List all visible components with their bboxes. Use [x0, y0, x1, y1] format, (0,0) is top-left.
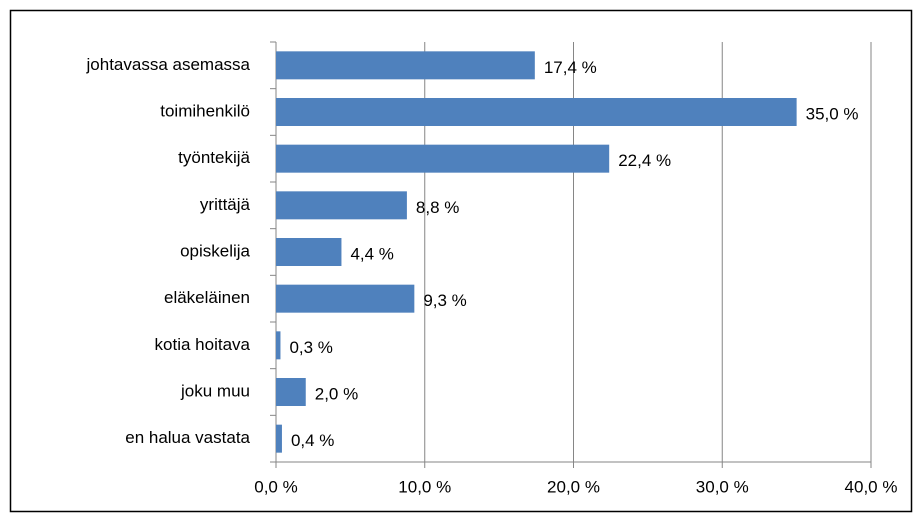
value-label: 2,0 %	[315, 384, 358, 403]
bar	[276, 331, 281, 360]
x-tick-label: 0,0 %	[254, 477, 297, 496]
y-tick-label: kotia hoitava	[155, 335, 251, 354]
x-tick-label: 40,0 %	[845, 477, 898, 496]
bar	[276, 238, 342, 266]
y-tick-label: en halua vastata	[125, 428, 250, 447]
x-tick-label: 20,0 %	[547, 477, 600, 496]
value-label: 9,3 %	[423, 291, 466, 310]
value-label: 8,8 %	[416, 198, 459, 217]
bar	[276, 51, 535, 80]
y-tick-label: yrittäjä	[200, 195, 251, 214]
value-label: 17,4 %	[544, 58, 597, 77]
value-label: 0,3 %	[289, 338, 332, 357]
y-tick-label: joku muu	[180, 381, 250, 400]
bar	[276, 191, 407, 220]
bar	[276, 284, 415, 313]
x-tick-label: 10,0 %	[398, 477, 451, 496]
value-label: 22,4 %	[618, 151, 671, 170]
y-tick-label: johtavassa asemassa	[86, 55, 251, 74]
y-tick-label: työntekijä	[178, 148, 250, 167]
bar	[276, 144, 610, 173]
bar	[276, 98, 797, 126]
y-tick-label: opiskelija	[180, 241, 250, 260]
value-label: 0,4 %	[291, 431, 334, 450]
value-label: 35,0 %	[806, 104, 859, 123]
x-tick-label: 30,0 %	[696, 477, 749, 496]
bar	[276, 424, 282, 453]
y-tick-label: eläkeläinen	[164, 288, 250, 307]
value-label: 4,4 %	[350, 244, 393, 263]
y-tick-label: toimihenkilö	[160, 101, 250, 120]
bar	[276, 378, 306, 406]
chart-border	[9, 9, 913, 513]
